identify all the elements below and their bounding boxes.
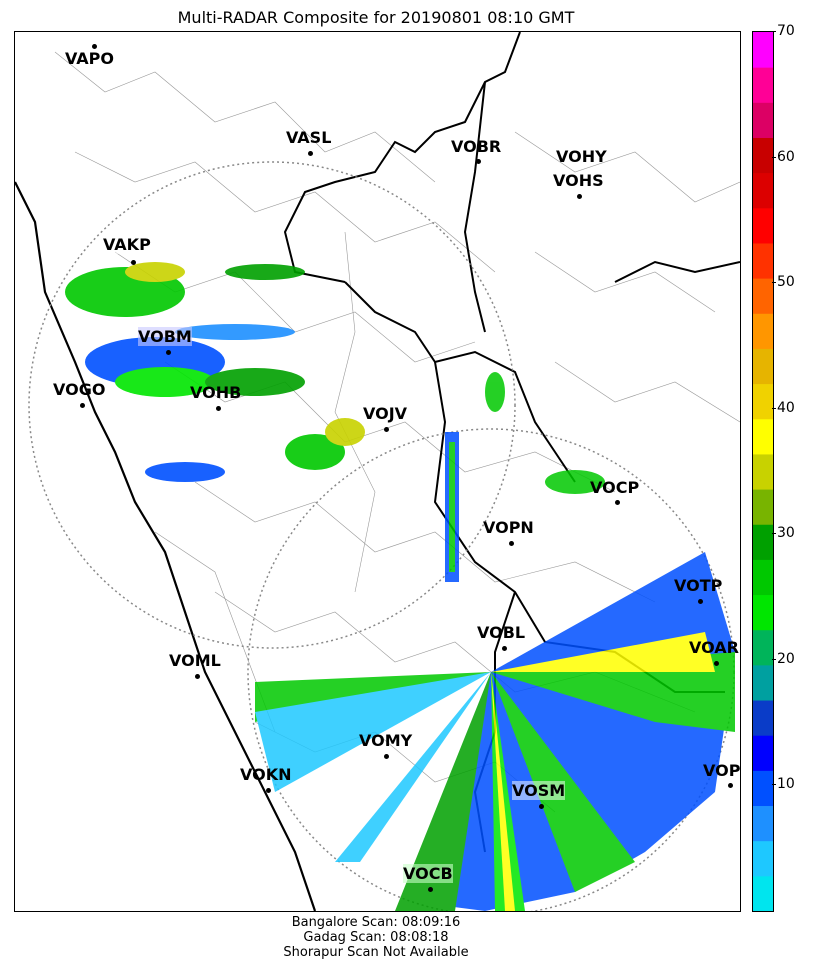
station-marker-vopc xyxy=(728,783,733,788)
station-marker-vobr xyxy=(476,159,481,164)
colorbar-gradient xyxy=(753,32,773,911)
radar-map: VAPO VASL VOBR VOHY VOHS VAKP VOBM VOGO … xyxy=(14,31,741,912)
station-label-vocp: VOCP xyxy=(590,478,640,497)
colorbar-band xyxy=(753,805,773,842)
station-marker-vomy xyxy=(384,754,389,759)
colorbar-band xyxy=(753,875,773,911)
colorbar-band xyxy=(753,629,773,666)
colorbar-band xyxy=(753,242,773,279)
colorbar-band xyxy=(753,348,773,385)
colorbar-tick-mark xyxy=(772,784,776,786)
colorbar-band xyxy=(753,559,773,596)
station-label-vogo: VOGO xyxy=(53,380,106,399)
station-label-voml: VOML xyxy=(169,651,221,670)
station-marker-vasl xyxy=(308,151,313,156)
station-label-vocb: VOCB xyxy=(403,864,453,883)
station-label-vasl: VASL xyxy=(286,128,332,147)
station-marker-vocb xyxy=(428,887,433,892)
colorbar-tick-label: 50 xyxy=(777,274,795,291)
station-marker-vakp xyxy=(131,260,136,265)
station-label-vobr: VOBR xyxy=(451,137,502,156)
station-label-vosm: VOSM xyxy=(512,781,566,800)
station-label-vohb: VOHB xyxy=(190,383,242,402)
station-label-vokn: VOKN xyxy=(240,765,292,784)
station-label-vobm: VOBM xyxy=(138,327,192,346)
colorbar-band xyxy=(753,489,773,525)
colorbar-band xyxy=(753,207,773,244)
station-label-votp: VOTP xyxy=(674,576,723,595)
station-marker-vokn xyxy=(266,788,271,793)
station-label-voar: VOAR xyxy=(689,638,739,657)
colorbar-tick-label: 10 xyxy=(777,776,795,793)
colorbar-band xyxy=(753,278,773,314)
station-marker-voml xyxy=(195,674,200,679)
colorbar-band xyxy=(753,524,773,560)
colorbar-band xyxy=(753,418,773,455)
station-marker-vapo xyxy=(92,44,97,49)
map-title: Multi-RADAR Composite for 20190801 08:10… xyxy=(177,8,575,27)
station-label-vohy: VOHY xyxy=(556,147,607,166)
colorbar-tick-mark xyxy=(772,407,776,409)
colorbar-band xyxy=(753,313,773,349)
station-marker-vopn xyxy=(509,541,514,546)
colorbar-tick-label: 30 xyxy=(777,525,795,542)
colorbar-band xyxy=(753,32,773,68)
map-canvas xyxy=(15,32,740,911)
colorbar-tick-mark xyxy=(772,658,776,660)
scan-status-shorapur: Shorapur Scan Not Available xyxy=(283,945,469,960)
station-marker-vocp xyxy=(615,500,620,505)
station-marker-votp xyxy=(698,599,703,604)
station-marker-vohb xyxy=(216,406,221,411)
colorbar-band xyxy=(753,735,773,771)
colorbar-band xyxy=(753,770,773,807)
scan-time-bangalore: Bangalore Scan: 08:09:16 xyxy=(291,915,461,930)
colorbar-tick-label: 70 xyxy=(777,23,795,39)
station-marker-vojv xyxy=(384,427,389,432)
station-label-vopc: VOPC xyxy=(703,761,741,780)
colorbar-band xyxy=(753,700,773,736)
station-marker-vogo xyxy=(80,403,85,408)
station-marker-vohs xyxy=(577,194,582,199)
station-marker-vobl xyxy=(502,646,507,651)
station-label-vomy: VOMY xyxy=(359,731,413,750)
colorbar-band xyxy=(753,453,773,490)
radar-echoes-southeast xyxy=(255,552,735,911)
colorbar-band xyxy=(753,840,773,877)
coastline xyxy=(15,181,317,911)
colorbar-tick-label: 40 xyxy=(777,399,795,416)
station-label-vakp: VAKP xyxy=(103,235,151,254)
colorbar-band xyxy=(753,137,773,174)
reflectivity-colorbar xyxy=(752,31,774,912)
colorbar-tick-mark xyxy=(772,156,776,158)
colorbar-band xyxy=(753,383,773,420)
station-label-vojv: VOJV xyxy=(363,404,408,423)
colorbar-tick-label: 20 xyxy=(777,650,795,667)
range-ring-gadag xyxy=(28,161,516,649)
colorbar-band xyxy=(753,664,773,701)
colorbar-tick-mark xyxy=(772,31,776,32)
scan-time-gadag: Gadag Scan: 08:08:18 xyxy=(303,930,449,945)
colorbar-band xyxy=(753,102,773,138)
station-marker-vobm xyxy=(166,350,171,355)
station-marker-vosm xyxy=(539,804,544,809)
colorbar-tick-label: 60 xyxy=(777,148,795,165)
colorbar-tick-mark xyxy=(772,282,776,284)
station-label-vopn: VOPN xyxy=(483,518,534,537)
colorbar-band xyxy=(753,594,773,631)
station-label-vapo: VAPO xyxy=(65,49,115,68)
colorbar-band xyxy=(753,67,773,103)
colorbar-tick-mark xyxy=(772,533,776,535)
radar-echoes-central xyxy=(445,372,605,582)
station-label-vobl: VOBL xyxy=(477,623,526,642)
radar-echoes-northwest xyxy=(65,262,365,482)
station-label-vohs: VOHS xyxy=(553,171,604,190)
colorbar-band xyxy=(753,172,773,209)
station-marker-voar xyxy=(714,661,719,666)
